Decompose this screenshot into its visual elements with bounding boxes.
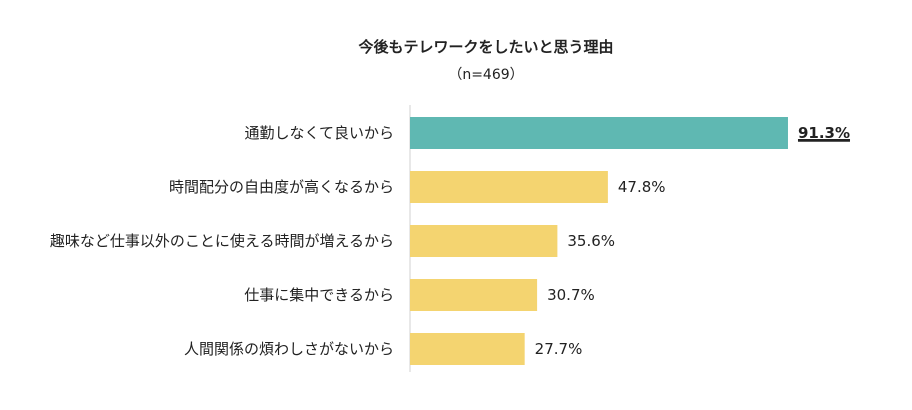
chart-title: 今後もテレワークをしたいと思う理由 — [358, 38, 614, 56]
bar — [410, 279, 538, 311]
value-label: 91.3% — [798, 124, 850, 142]
bar — [410, 333, 525, 365]
bar — [410, 225, 558, 257]
value-label: 47.8% — [618, 178, 666, 196]
category-label: 仕事に集中できるから — [244, 286, 394, 304]
value-label: 27.7% — [535, 340, 583, 358]
value-label: 30.7% — [547, 286, 595, 304]
category-label: 時間配分の自由度が高くなるから — [169, 178, 394, 196]
category-label: 人間関係の煩わしさがないから — [184, 340, 394, 358]
category-label: 通勤しなくて良いから — [244, 124, 394, 142]
bar — [410, 171, 608, 203]
bar — [410, 117, 788, 149]
category-label: 趣味など仕事以外のことに使える時間が増えるから — [50, 232, 394, 250]
value-label: 35.6% — [567, 232, 615, 250]
chart-subtitle: （n=469） — [448, 67, 524, 83]
